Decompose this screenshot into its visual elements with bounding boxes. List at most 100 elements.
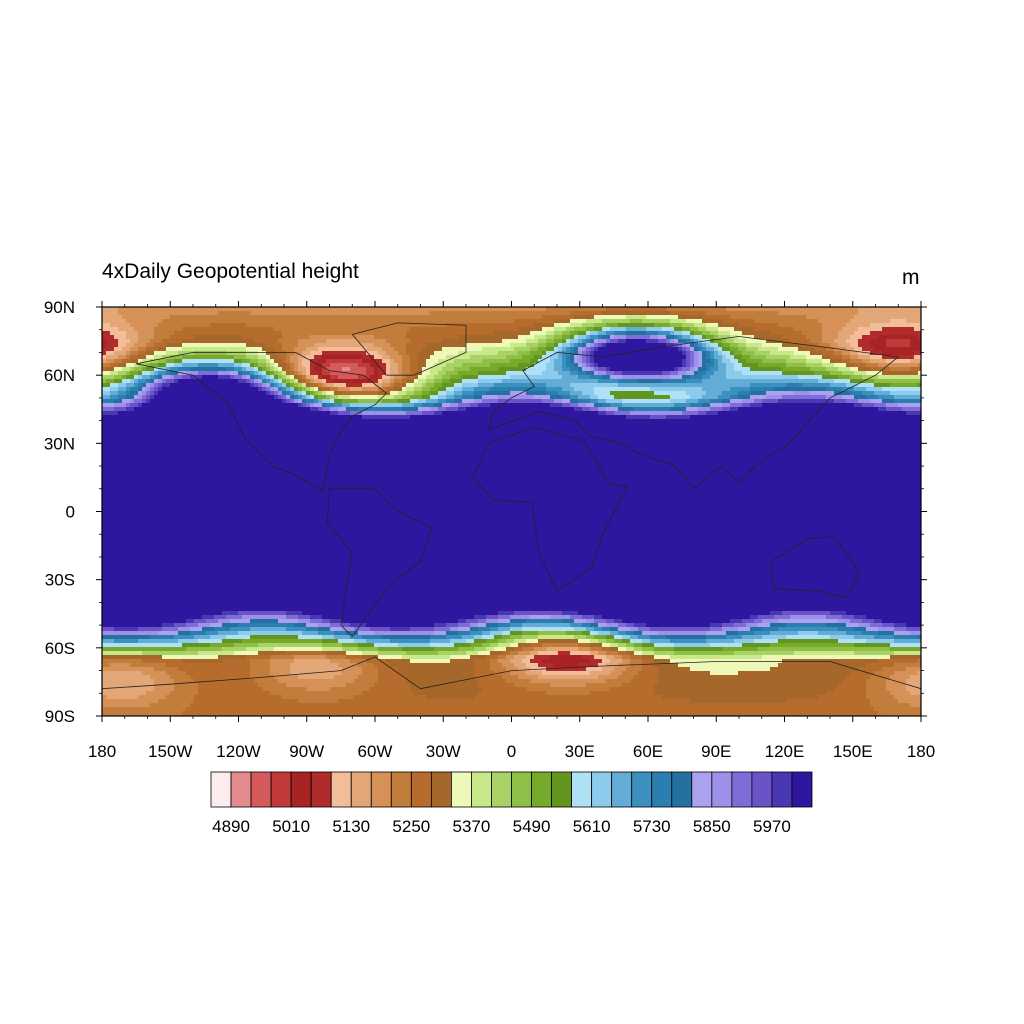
field-cell <box>590 307 595 312</box>
field-cell <box>374 355 379 360</box>
field-cell <box>178 363 183 368</box>
field-cell <box>426 339 431 344</box>
field-cell <box>558 391 563 396</box>
field-cell <box>678 363 683 368</box>
field-cell <box>570 327 575 332</box>
field-cell <box>442 375 447 380</box>
field-cell <box>690 387 695 392</box>
field-cell <box>422 363 427 368</box>
field-cell <box>158 339 163 344</box>
field-cell <box>206 371 211 376</box>
field-cell <box>194 331 199 336</box>
field-cell <box>530 375 535 380</box>
field-cell <box>798 319 803 324</box>
field-cell <box>842 399 847 404</box>
field-cell <box>658 387 663 392</box>
field-cell <box>838 371 843 376</box>
field-cell <box>770 391 775 396</box>
field-cell <box>338 327 343 332</box>
field-cell <box>754 307 759 312</box>
field-cell <box>322 347 327 352</box>
field-cell <box>558 387 563 392</box>
field-cell <box>918 363 923 368</box>
field-cell <box>518 359 523 364</box>
field-cell <box>102 319 107 324</box>
field-cell <box>202 403 207 408</box>
field-cell <box>710 367 715 372</box>
field-cell <box>850 323 855 328</box>
field-cell <box>506 391 511 396</box>
field-cell <box>762 371 767 376</box>
field-cell <box>542 339 547 344</box>
field-cell <box>446 327 451 332</box>
field-cell <box>746 347 751 352</box>
field-cell <box>486 371 491 376</box>
field-cell <box>154 351 159 356</box>
field-cell <box>794 375 799 380</box>
field-cell <box>878 387 883 392</box>
field-cell <box>198 403 203 408</box>
field-cell <box>802 347 807 352</box>
field-cell <box>186 399 191 404</box>
field-cell <box>538 367 543 372</box>
field-cell <box>838 323 843 328</box>
field-cell <box>146 375 151 380</box>
field-cell <box>914 375 919 380</box>
field-cell <box>866 347 871 352</box>
field-cell <box>678 351 683 356</box>
field-cell <box>246 315 251 320</box>
field-cell <box>670 307 675 312</box>
field-cell <box>770 379 775 384</box>
field-cell <box>634 327 639 332</box>
field-cell <box>394 375 399 380</box>
field-cell <box>526 359 531 364</box>
field-cell <box>322 307 327 312</box>
field-cell <box>414 347 419 352</box>
field-cell <box>186 367 191 372</box>
field-cell <box>274 335 279 340</box>
field-cell <box>658 395 663 400</box>
field-cell <box>686 391 691 396</box>
field-cell <box>162 343 167 348</box>
field-cell <box>582 375 587 380</box>
field-cell <box>170 391 175 396</box>
field-cell <box>838 383 843 388</box>
field-cell <box>354 355 359 360</box>
field-cell <box>562 315 567 320</box>
field-cell <box>338 383 343 388</box>
field-cell <box>486 383 491 388</box>
field-cell <box>466 379 471 384</box>
field-cell <box>402 351 407 356</box>
field-cell <box>426 311 431 316</box>
field-cell <box>374 367 379 372</box>
field-cell <box>710 371 715 376</box>
field-cell <box>458 383 463 388</box>
field-cell <box>786 367 791 372</box>
field-cell <box>318 403 323 408</box>
field-cell <box>862 359 867 364</box>
field-cell <box>346 395 351 400</box>
field-cell <box>666 383 671 388</box>
field-cell <box>334 363 339 368</box>
field-cell <box>490 359 495 364</box>
field-cell <box>126 391 131 396</box>
field-cell <box>470 399 475 404</box>
field-cell <box>698 375 703 380</box>
field-cell <box>414 383 419 388</box>
field-cell <box>814 335 819 340</box>
field-cell <box>718 327 723 332</box>
field-cell <box>402 363 407 368</box>
field-cell <box>598 367 603 372</box>
field-cell <box>538 355 543 360</box>
field-cell <box>690 319 695 324</box>
field-cell <box>422 383 427 388</box>
field-cell <box>410 311 415 316</box>
field-cell <box>650 351 655 356</box>
field-cell <box>838 315 843 320</box>
field-cell <box>530 319 535 324</box>
field-cell <box>870 387 875 392</box>
field-cell <box>542 351 547 356</box>
field-cell <box>610 315 615 320</box>
field-cell <box>542 347 547 352</box>
field-cell <box>810 347 815 352</box>
